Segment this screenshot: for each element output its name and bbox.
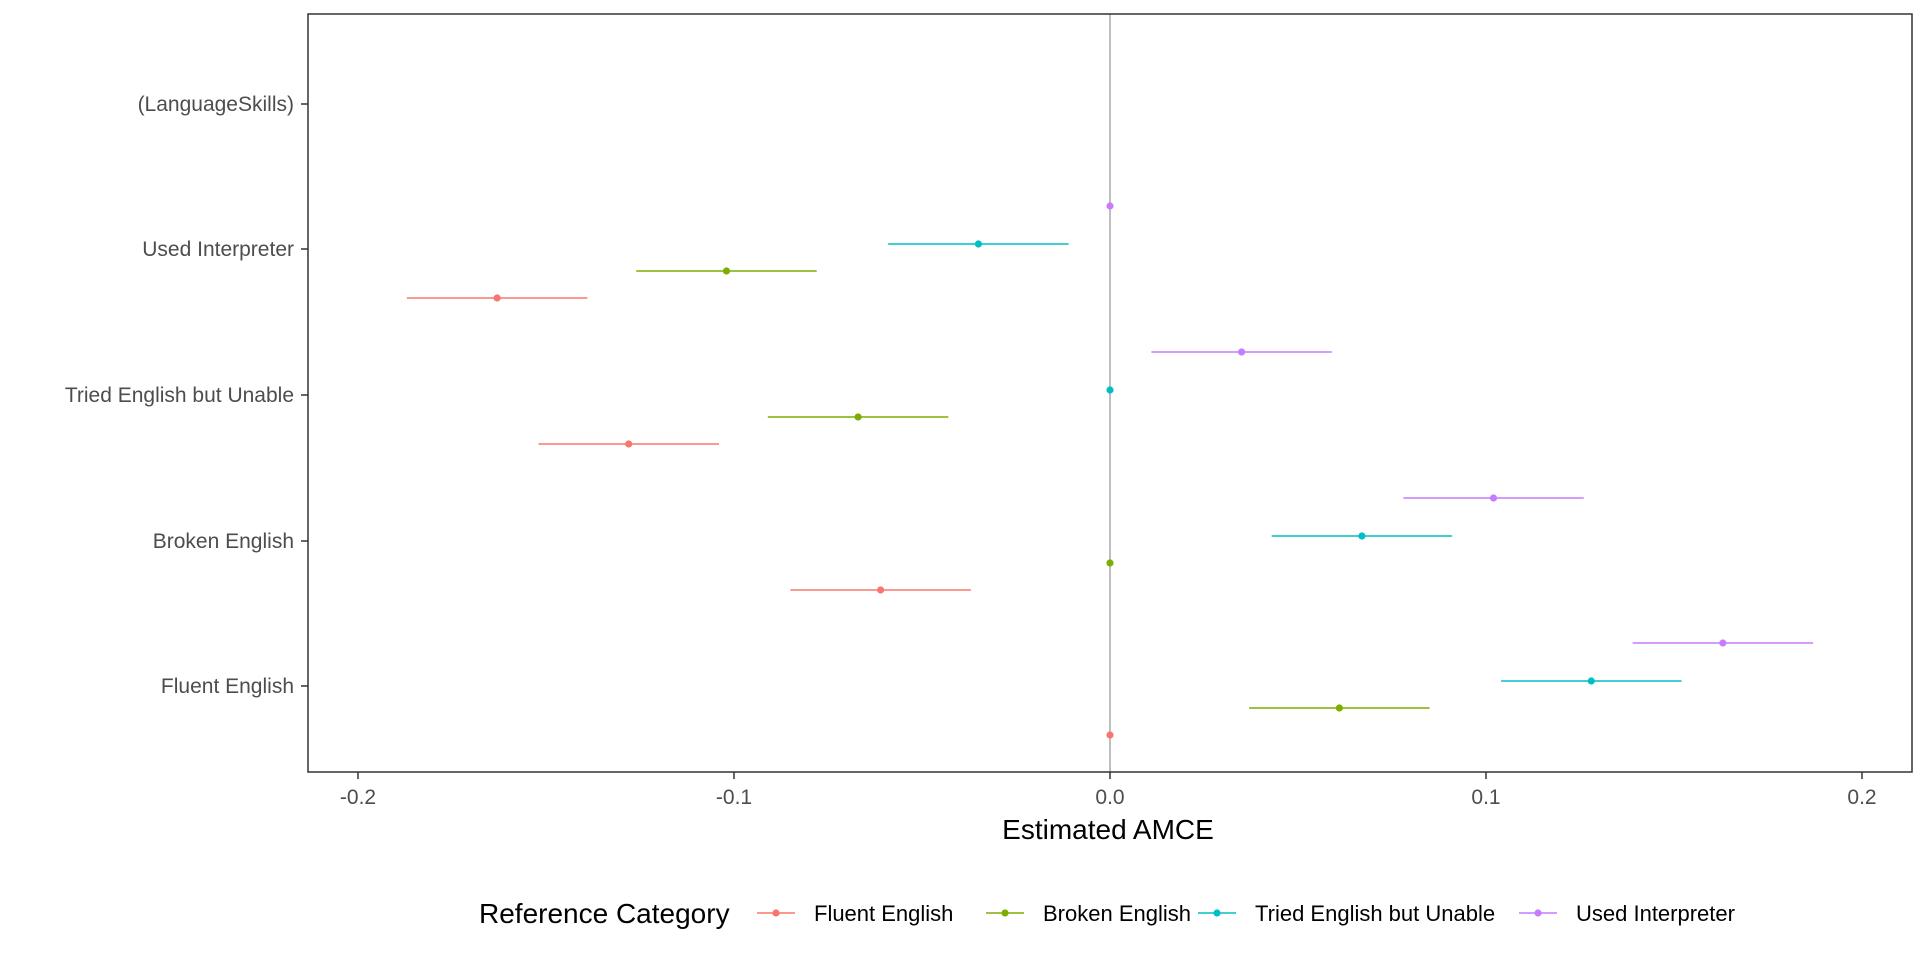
point-broken-english-at-used-interpreter xyxy=(722,267,731,275)
legend-label: Used Interpreter xyxy=(1576,901,1735,926)
point-tried-english-but-unable-at-used-interpreter xyxy=(974,240,983,248)
legend-label: Broken English xyxy=(1043,901,1191,926)
x-tick-label-2: 0.0 xyxy=(1095,786,1124,809)
legend-title: Reference Category xyxy=(479,898,730,929)
y-tick-label-used-interpreter: Used Interpreter xyxy=(142,238,294,261)
legend-label: Fluent English xyxy=(814,901,953,926)
point-tried-english-but-unable-at-tried-english-but-unable xyxy=(1106,386,1114,394)
y-tick-label-tried-english-but-unable: Tried English but Unable xyxy=(65,384,294,407)
plot-area xyxy=(406,14,1814,772)
point-broken-english-at-fluent-english xyxy=(1335,704,1343,712)
legend-item-fluent-english: Fluent English xyxy=(757,901,953,926)
point-used-interpreter-at-broken-english xyxy=(1489,494,1498,502)
point-used-interpreter-at-used-interpreter xyxy=(1106,202,1114,210)
series-used-interpreter xyxy=(1106,202,1814,647)
point-fluent-english-at-broken-english xyxy=(877,586,885,594)
point-tried-english-but-unable-at-broken-english xyxy=(1358,532,1366,540)
legend: Reference Category Fluent English Broken … xyxy=(479,898,1735,929)
legend-item-broken-english: Broken English xyxy=(986,901,1191,926)
legend-key-point xyxy=(1001,909,1009,917)
point-used-interpreter-at-tried-english-but-unable xyxy=(1238,348,1246,356)
legend-key-point xyxy=(1213,909,1221,917)
point-broken-english-at-tried-english-but-unable xyxy=(854,413,862,421)
point-broken-english-at-broken-english xyxy=(1106,559,1114,567)
x-tick-label-3: 0.1 xyxy=(1471,786,1500,809)
point-fluent-english-at-used-interpreter xyxy=(493,294,501,302)
legend-key-point xyxy=(772,909,780,917)
axes: (LanguageSkills) Used Interpreter Tried En… xyxy=(65,93,1877,809)
point-fluent-english-at-tried-english-but-unable xyxy=(625,440,633,448)
legend-key-point xyxy=(1534,909,1542,917)
series-tried-english-but-unable xyxy=(888,240,1682,685)
x-tick-label-0: -0.2 xyxy=(340,786,376,809)
x-tick-label-1: -0.1 xyxy=(716,786,752,809)
series-fluent-english xyxy=(406,294,1114,739)
y-tick-label-languageskills: (LanguageSkills) xyxy=(138,93,294,116)
y-tick-label-broken-english: Broken English xyxy=(153,530,294,553)
x-tick-label-4: 0.2 xyxy=(1847,786,1876,809)
point-tried-english-but-unable-at-fluent-english xyxy=(1587,677,1595,685)
point-used-interpreter-at-fluent-english xyxy=(1719,639,1727,647)
legend-label: Tried English but Unable xyxy=(1255,901,1495,926)
legend-item-used-interpreter: Used Interpreter xyxy=(1519,901,1735,926)
y-tick-label-fluent-english: Fluent English xyxy=(161,675,294,698)
legend-item-tried-english-but-unable: Tried English but Unable xyxy=(1198,901,1495,926)
point-fluent-english-at-fluent-english xyxy=(1106,731,1114,739)
series-broken-english xyxy=(636,267,1430,712)
x-axis-title: Estimated AMCE xyxy=(1002,814,1214,845)
